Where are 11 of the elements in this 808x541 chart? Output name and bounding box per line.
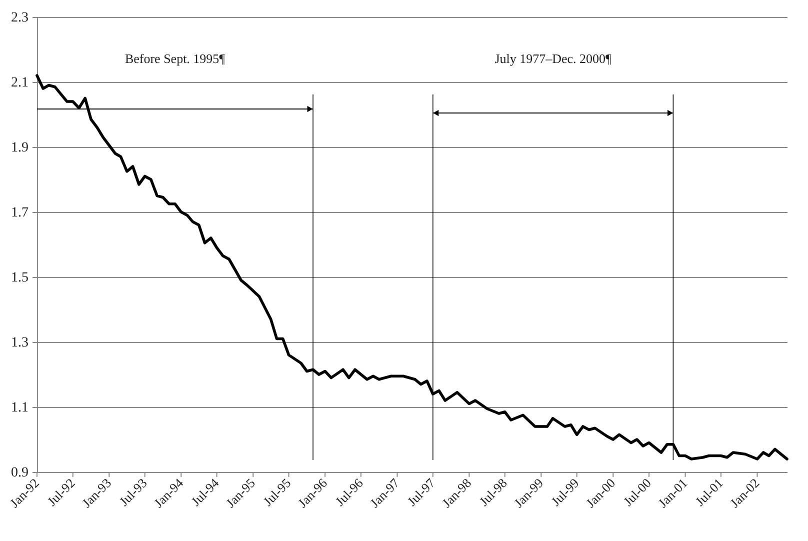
y-tick-label: 1.1 (11, 400, 28, 416)
y-tick-label: 2.1 (11, 76, 28, 90)
y-tick-label: 1.7 (11, 206, 28, 220)
y-tick-label: 1.9 (11, 140, 28, 156)
y-tick-label: 0.9 (11, 466, 28, 480)
y-tick-label: 1.5 (11, 270, 28, 286)
annotation: Before Sept. 1995¶ (124, 51, 226, 66)
line-series (36, 74, 788, 460)
y-tick-label: 1.3 (11, 336, 28, 350)
annotation: July 1977–Dec. 2000¶ (494, 51, 612, 66)
y-tick-label: 2.3 (11, 10, 28, 26)
